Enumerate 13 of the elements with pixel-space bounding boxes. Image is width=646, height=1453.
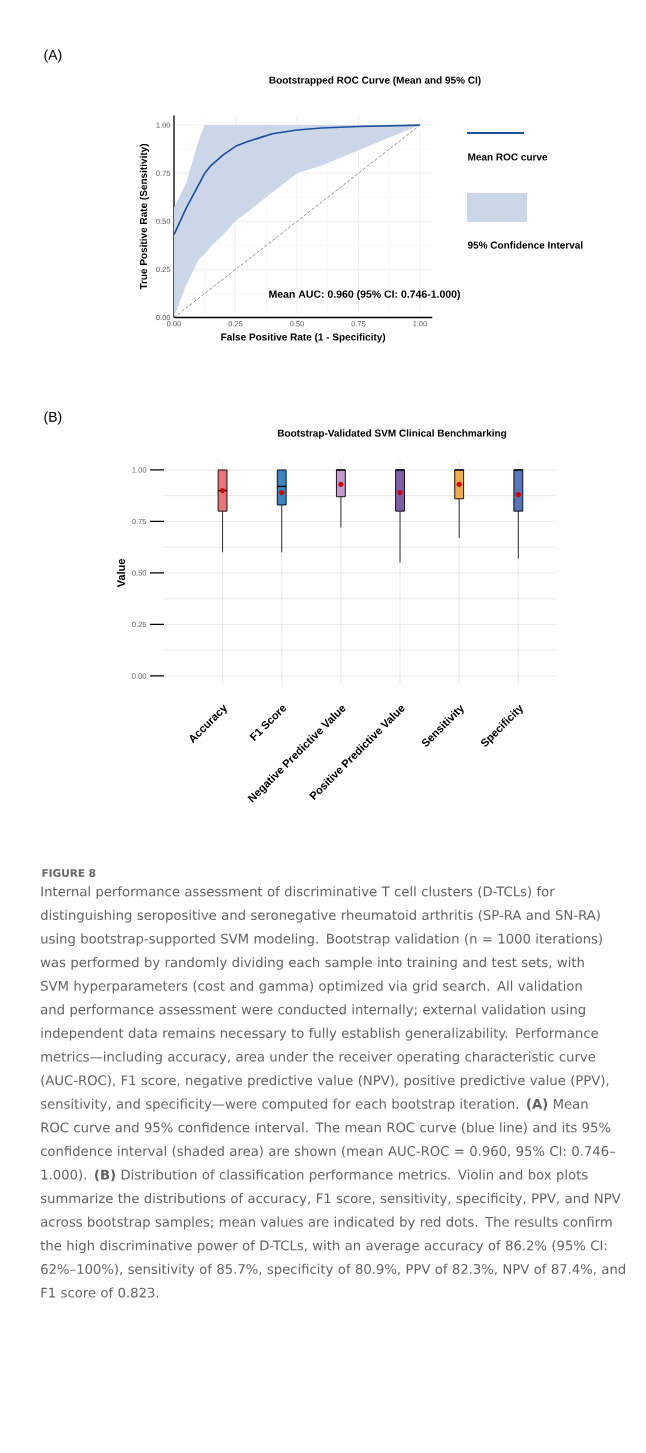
y-axis-title: True Positive Rate (Sensitivity) xyxy=(139,143,149,290)
caption: FIGURE 8 xyxy=(42,869,96,877)
text: (B) xyxy=(44,411,62,425)
text: Mean ROC curve xyxy=(468,153,548,161)
x-axis-title: False Positive Rate (1 - Specificity) xyxy=(221,333,386,343)
y-axis-title: Value xyxy=(116,558,126,588)
text: Internal performance assessment of discriminative T cell clusters (D-TCLs) for distinguishing seropositive and seronegative rheumatoid arthritis (SP-RA and SN-RA) using bootstrap-supported SVM modeling. Bootstrap validation (n = 1000 iterations) was performed by randomly dividing each sample into training and test sets, with SVM hyperparameters (cost and gamma) optimized via grid search. All validation and performance assessment were conducted internally; external validation using independent data remains necessary to fully establish generalizability. Performance metrics—including accuracy, area under the receiver operating characteristic curve (AUC-ROC), F1 score, negative predictive value (NPV), positive predictive value (PPV), sensitivity, and specificity—were computed for each bootstrap iteration. (A) Mean ROC curve and 95% confidence interval. The mean ROC curve (blue line) and its 95% confidence interval (shaded area) are shown (mean AUC-ROC = 0.960, 95% CI: 0.746–1.000). (B) Distribution of classification performance metrics. Violin and box plots summarize the distributions of accuracy, F1 score, sensitivity, specificity, PPV, and NPV across bootstrap samples; mean values are indicated by red dots. The results confirm the high discriminative power of D-TCLs, with an average accuracy of 86.2% (95% CI: 62%–100%), sensitivity of 85.7%, specificity of 80.9%, PPV of 82.3%, NPV of 87.4%, and F1 score of 0.823. xyxy=(40,886,625,1298)
text: (A) xyxy=(44,49,62,63)
annotation: Mean AUC: 0.960 (95% CI: 0.746-1.000) xyxy=(269,290,460,300)
chart-title: Bootstrapped ROC Curve (Mean and 95% CI) xyxy=(269,76,481,86)
line-series xyxy=(174,124,421,236)
text: 95% Confidence Interval xyxy=(467,241,583,249)
chart-title: Bootstrap-Validated SVM Clinical Benchmarking xyxy=(277,429,507,439)
